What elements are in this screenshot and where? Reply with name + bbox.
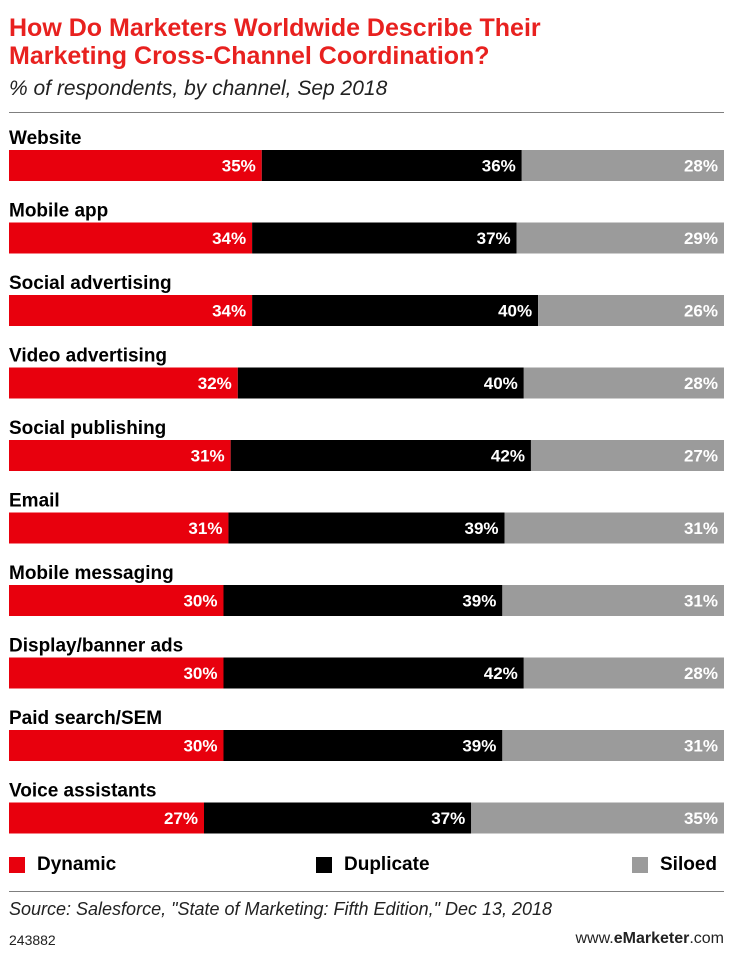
bar-siloed-mobile-messaging	[502, 585, 724, 616]
bar-duplicate-paid-search-sem	[223, 730, 503, 761]
value-label-dynamic-email: 31%	[188, 519, 222, 538]
legend-item-dynamic: Dynamic	[9, 852, 116, 878]
bar-dynamic-voice-assistants	[9, 802, 204, 834]
footer-divider	[9, 891, 724, 892]
value-label-duplicate-social-publishing: 42%	[491, 447, 525, 466]
category-label-social-publishing: Social publishing	[9, 418, 166, 439]
bar-duplicate-mobile-messaging	[223, 585, 503, 616]
value-label-dynamic-social-publishing: 31%	[191, 447, 225, 466]
bar-dynamic-display-banner-ads	[9, 657, 224, 689]
bar-dynamic-paid-search-sem	[9, 730, 224, 761]
value-label-dynamic-video-advertising: 32%	[198, 374, 232, 393]
value-label-siloed-social-advertising: 26%	[684, 302, 718, 321]
value-label-siloed-email: 31%	[684, 519, 718, 538]
chart-title-line-1: How Do Marketers Worldwide Describe Thei…	[9, 14, 541, 42]
brand-prefix: www.	[575, 930, 614, 947]
bar-siloed-mobile-app	[516, 222, 724, 254]
bar-dynamic-video-advertising	[9, 367, 238, 399]
bar-siloed-email	[504, 512, 724, 544]
value-label-duplicate-display-banner-ads: 42%	[484, 664, 518, 683]
category-label-paid-search-sem: Paid search/SEM	[9, 708, 162, 729]
legend-label-duplicate: Duplicate	[344, 854, 430, 875]
bar-siloed-display-banner-ads	[523, 657, 724, 689]
bar-siloed-website	[521, 150, 724, 181]
bar-duplicate-social-advertising	[252, 295, 539, 326]
legend-label-siloed: Siloed	[660, 854, 718, 875]
bar-dynamic-social-publishing	[9, 440, 231, 471]
brand-suffix: .com	[689, 930, 724, 947]
chart-subtitle: % of respondents, by channel, Sep 2018	[9, 77, 388, 100]
chart-id: 243882	[9, 932, 56, 948]
value-label-dynamic-mobile-app: 34%	[212, 229, 246, 248]
value-label-siloed-website: 28%	[684, 157, 718, 176]
value-label-duplicate-website: 36%	[482, 157, 516, 176]
bar-duplicate-email	[228, 512, 505, 544]
value-label-siloed-display-banner-ads: 28%	[684, 664, 718, 683]
category-label-video-advertising: Video advertising	[9, 346, 167, 367]
category-label-social-advertising: Social advertising	[9, 273, 172, 294]
category-label-display-banner-ads: Display/banner ads	[9, 636, 183, 657]
legend-swatch-dynamic	[9, 857, 25, 873]
bar-siloed-paid-search-sem	[502, 730, 724, 761]
bar-siloed-video-advertising	[523, 367, 724, 399]
chart-title: How Do Marketers Worldwide Describe Thei…	[9, 14, 724, 70]
bar-siloed-social-publishing	[530, 440, 724, 471]
value-label-duplicate-mobile-messaging: 39%	[462, 592, 496, 611]
bar-duplicate-video-advertising	[237, 367, 524, 399]
value-label-duplicate-social-advertising: 40%	[498, 302, 532, 321]
value-label-duplicate-voice-assistants: 37%	[431, 809, 465, 828]
category-label-email: Email	[9, 491, 60, 512]
bar-dynamic-mobile-app	[9, 222, 253, 254]
header-divider	[9, 112, 724, 113]
bar-dynamic-social-advertising	[9, 295, 253, 326]
value-label-siloed-social-publishing: 27%	[684, 447, 718, 466]
category-label-mobile-app: Mobile app	[9, 201, 108, 222]
bar-siloed-social-advertising	[538, 295, 724, 326]
brand-name: eMarketer	[613, 930, 690, 947]
bar-dynamic-mobile-messaging	[9, 585, 224, 616]
bar-duplicate-voice-assistants	[204, 802, 472, 834]
value-label-dynamic-social-advertising: 34%	[212, 302, 246, 321]
bar-duplicate-website	[261, 150, 522, 181]
value-label-dynamic-display-banner-ads: 30%	[183, 664, 217, 683]
value-label-duplicate-paid-search-sem: 39%	[462, 737, 496, 756]
brand-link[interactable]: www.eMarketer.com	[575, 930, 724, 948]
value-label-duplicate-mobile-app: 37%	[477, 229, 511, 248]
legend: Dynamic Duplicate Siloed	[9, 852, 724, 878]
bar-duplicate-display-banner-ads	[223, 657, 524, 689]
value-label-siloed-mobile-messaging: 31%	[684, 592, 718, 611]
legend-item-siloed: Siloed	[632, 852, 717, 878]
value-label-dynamic-voice-assistants: 27%	[164, 809, 198, 828]
bar-duplicate-social-publishing	[230, 440, 531, 471]
category-label-website: Website	[9, 128, 82, 149]
stacked-bar-chart: Website 35% 36% 28% Mobile app 34% 37% 29% Socia…	[9, 128, 724, 834]
legend-swatch-duplicate	[316, 857, 332, 873]
category-label-mobile-messaging: Mobile messaging	[9, 563, 174, 584]
value-label-siloed-video-advertising: 28%	[684, 374, 718, 393]
legend-swatch-siloed	[632, 857, 648, 873]
value-label-duplicate-email: 39%	[465, 519, 499, 538]
value-label-dynamic-mobile-messaging: 30%	[183, 592, 217, 611]
value-label-dynamic-paid-search-sem: 30%	[183, 737, 217, 756]
value-label-dynamic-website: 35%	[222, 157, 256, 176]
bar-siloed-voice-assistants	[471, 802, 724, 834]
category-label-voice-assistants: Voice assistants	[9, 781, 157, 802]
bar-duplicate-mobile-app	[252, 222, 517, 254]
value-label-siloed-voice-assistants: 35%	[684, 809, 718, 828]
bar-dynamic-website	[9, 150, 262, 181]
value-label-siloed-mobile-app: 29%	[684, 229, 718, 248]
chart-title-line-2: Marketing Cross-Channel Coordination?	[9, 42, 490, 70]
bar-dynamic-email	[9, 512, 229, 544]
legend-label-dynamic: Dynamic	[37, 854, 117, 875]
value-label-siloed-paid-search-sem: 31%	[684, 737, 718, 756]
legend-item-duplicate: Duplicate	[316, 852, 430, 878]
value-label-duplicate-video-advertising: 40%	[484, 374, 518, 393]
source-note: Source: Salesforce, "State of Marketing:…	[9, 899, 553, 919]
